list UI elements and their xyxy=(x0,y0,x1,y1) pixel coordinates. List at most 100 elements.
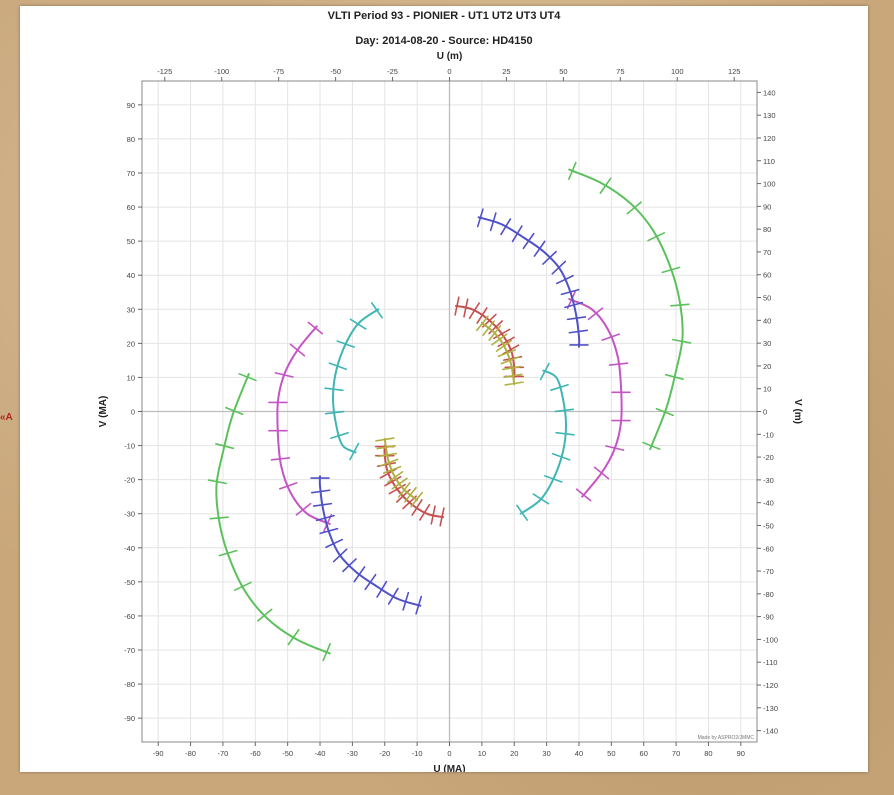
y2-tick-label: -70 xyxy=(763,567,774,576)
x2-tick-label: 50 xyxy=(559,67,567,76)
y2-tick-label: -60 xyxy=(763,544,774,553)
y2-tick-label: 100 xyxy=(763,180,776,189)
x-tick-label: 10 xyxy=(478,749,486,758)
uv-track-line xyxy=(568,168,684,450)
uv-point xyxy=(287,628,300,646)
x-tick-label: 50 xyxy=(607,749,615,758)
uv-point xyxy=(349,442,360,461)
uv-point xyxy=(555,274,574,285)
y-tick-label: 90 xyxy=(127,101,135,110)
uv-point xyxy=(488,325,502,341)
uv-point xyxy=(575,488,592,502)
uv-point xyxy=(497,336,515,348)
y2-tick-label: 0 xyxy=(763,408,767,417)
y-tick-label: -30 xyxy=(124,510,135,519)
uv-point xyxy=(315,514,335,522)
uv-point xyxy=(430,505,436,525)
y2-tick-label: 130 xyxy=(763,111,776,120)
uv-point xyxy=(370,302,383,319)
x2-tick-label: 0 xyxy=(447,67,451,76)
uv-point xyxy=(476,208,484,228)
chart-subtitle: Day: 2014-08-20 - Source: HD4150 xyxy=(355,35,533,47)
uv-point xyxy=(238,373,257,382)
uv-point xyxy=(330,432,349,440)
x-tick-label: -30 xyxy=(347,749,358,758)
uv-track-line xyxy=(318,475,422,607)
y2-tick-label: -110 xyxy=(763,658,777,667)
x2-tick-label: 25 xyxy=(502,67,510,76)
y2-tick-label: 10 xyxy=(763,385,771,394)
uv-point xyxy=(511,225,523,243)
y2-tick-label: 110 xyxy=(763,157,775,166)
uv-point xyxy=(388,483,406,495)
uv-track-line xyxy=(477,216,581,348)
uv-point xyxy=(379,468,397,479)
uv-track-line xyxy=(480,321,516,386)
x2-tick-label: -125 xyxy=(157,67,172,76)
x-tick-label: 60 xyxy=(640,749,648,758)
x2-tick-label: -50 xyxy=(330,67,341,76)
y-tick-label: 40 xyxy=(127,271,135,280)
uv-point xyxy=(504,381,524,386)
y-tick-label: -10 xyxy=(124,442,135,451)
uv-point xyxy=(215,442,235,450)
uv-point xyxy=(278,482,298,490)
y-tick-label: 0 xyxy=(131,408,135,417)
uv-point xyxy=(544,475,563,483)
y2-tick-label: 140 xyxy=(763,88,776,97)
x-tick-label: -40 xyxy=(315,749,326,758)
uv-track-cyan xyxy=(324,302,383,461)
x2-tick-label: 100 xyxy=(671,67,684,76)
uv-point xyxy=(489,212,497,232)
uv-point xyxy=(564,301,584,309)
uv-point xyxy=(532,493,550,505)
uv-point xyxy=(502,344,520,355)
uv-point xyxy=(289,343,306,357)
uv-point xyxy=(257,608,273,622)
uv-point xyxy=(270,457,291,461)
uv-point xyxy=(382,465,402,474)
uv-point xyxy=(560,288,580,296)
uv-point xyxy=(439,507,445,527)
y-tick-label: 10 xyxy=(127,373,135,382)
uv-track-olive xyxy=(476,315,524,386)
uv-track-line xyxy=(276,325,331,525)
uv-point xyxy=(500,218,512,236)
uv-point xyxy=(587,307,604,321)
uv-point xyxy=(380,458,399,467)
uv-track-green xyxy=(207,373,331,662)
uv-point xyxy=(336,340,355,348)
y2-tick-label: -80 xyxy=(763,590,774,599)
uv-point xyxy=(463,298,469,318)
x-tick-label: -20 xyxy=(379,749,390,758)
uv-point xyxy=(274,372,294,378)
y-tick-label: -90 xyxy=(124,714,135,723)
uv-point xyxy=(353,566,366,583)
y2-tick-label: 20 xyxy=(763,362,771,371)
x2-tick-label: -75 xyxy=(273,67,284,76)
x2-tick-label: 125 xyxy=(728,67,741,76)
uv-point xyxy=(391,477,408,490)
uv-point xyxy=(332,548,348,563)
y-tick-label: -20 xyxy=(124,476,135,485)
uv-point xyxy=(539,362,550,381)
y-tick-label: 30 xyxy=(127,305,135,314)
x-tick-label: -90 xyxy=(153,749,164,758)
uv-point xyxy=(295,502,312,516)
y2-axis-title: V (m) xyxy=(792,399,803,424)
uv-point xyxy=(626,201,642,215)
x2-axis-title: U (m) xyxy=(437,51,463,62)
y2-tick-label: 90 xyxy=(763,202,771,211)
uv-point xyxy=(312,502,333,507)
uv-point xyxy=(218,549,238,557)
y2-tick-label: -140 xyxy=(763,727,778,736)
uv-track-cyan xyxy=(516,362,575,521)
uv-point xyxy=(542,250,557,265)
uv-point xyxy=(516,504,529,521)
uv-point xyxy=(482,320,495,337)
uv-point xyxy=(375,437,395,442)
uv-point xyxy=(402,591,410,611)
uv-coverage-plot: -90 -80 -70 -60 -50 -40 -30 -20 -10 0 10 20 30 40 50 60… xyxy=(98,51,803,772)
uv-point xyxy=(495,339,513,352)
uv-point xyxy=(550,383,569,391)
